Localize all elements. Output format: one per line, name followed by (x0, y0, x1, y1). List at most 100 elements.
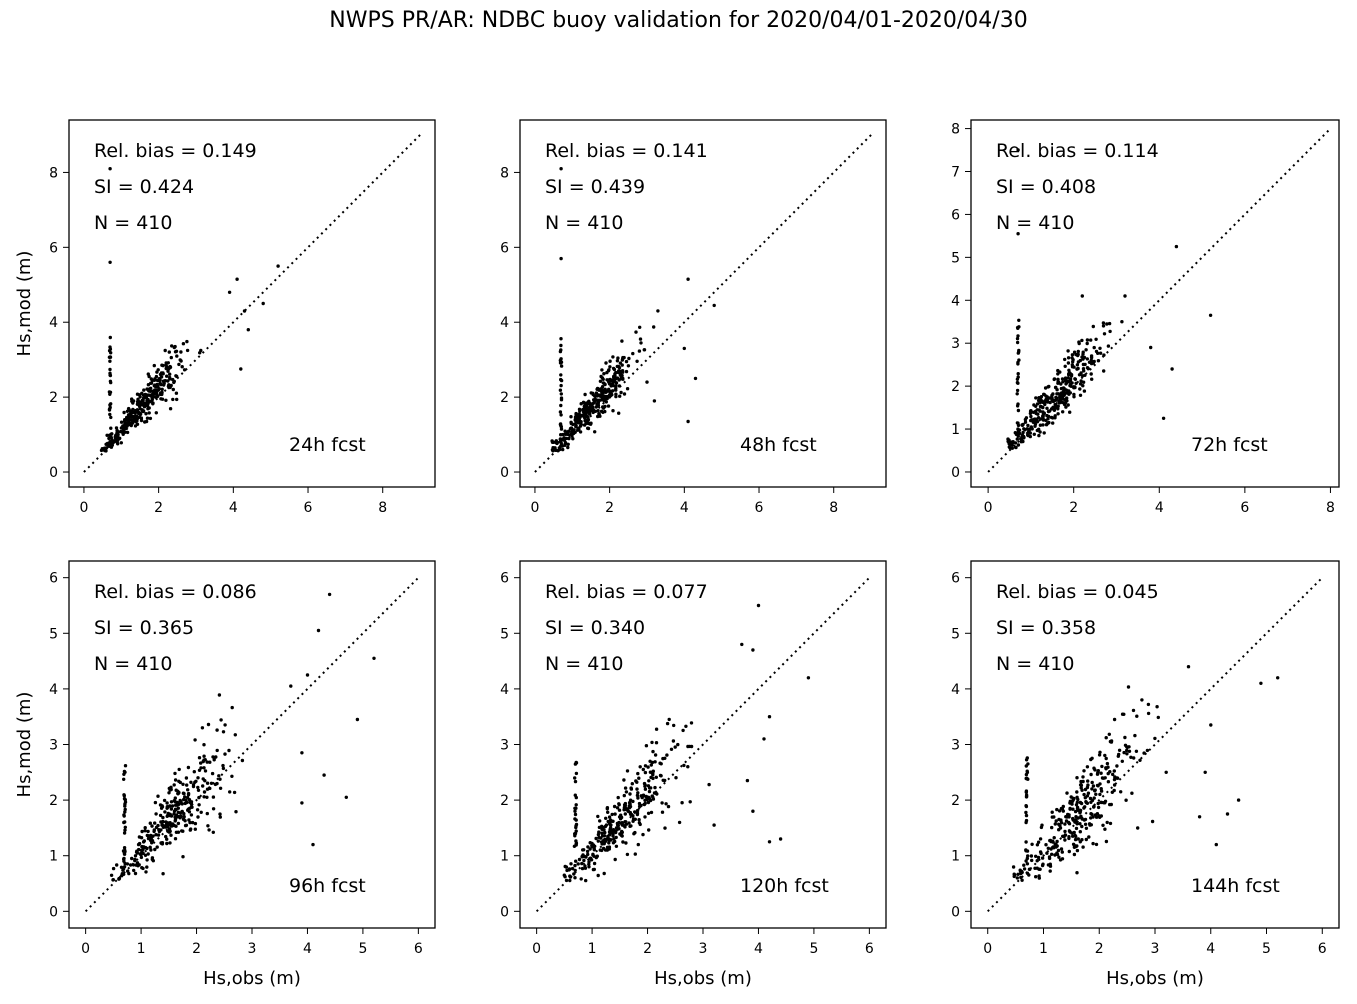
data-point (1017, 350, 1021, 354)
data-point (1098, 750, 1102, 754)
x-tick-label: 5 (1262, 941, 1271, 957)
data-point (1058, 400, 1063, 404)
data-point (221, 766, 226, 771)
data-point (1138, 758, 1142, 762)
data-point (1013, 431, 1017, 435)
si-label: SI = 0.340 (545, 617, 645, 639)
data-point (193, 780, 197, 784)
data-point (643, 783, 647, 787)
data-point (1054, 395, 1058, 400)
data-point (160, 391, 164, 395)
data-point (161, 825, 166, 829)
y-tick-label: 1 (500, 849, 509, 865)
data-point (559, 443, 564, 447)
data-point (172, 345, 176, 350)
data-point (582, 858, 586, 863)
data-point (1064, 378, 1068, 383)
data-point (581, 407, 585, 412)
data-point (564, 865, 569, 869)
data-point (1081, 779, 1085, 784)
data-point (626, 364, 631, 368)
data-point (581, 853, 585, 857)
data-point (1149, 345, 1153, 350)
data-point (1036, 840, 1041, 844)
data-point (1123, 743, 1128, 747)
data-point (1142, 751, 1146, 755)
data-point (617, 827, 621, 831)
y-tick-label: 8 (500, 165, 509, 181)
data-point (108, 403, 112, 407)
data-point (656, 309, 660, 313)
data-point (1064, 398, 1068, 402)
data-point (1019, 875, 1023, 880)
data-point (593, 430, 597, 434)
data-point (122, 865, 127, 869)
data-point (558, 388, 563, 392)
data-point (1056, 381, 1060, 385)
data-point (149, 848, 153, 852)
data-point (171, 387, 175, 392)
data-point (661, 756, 665, 761)
data-point (145, 846, 149, 851)
data-point (613, 857, 617, 862)
data-point (230, 705, 234, 710)
data-point (173, 800, 177, 804)
data-point (652, 325, 656, 329)
data-point (632, 832, 636, 836)
data-point (663, 826, 667, 830)
data-point (1067, 836, 1071, 841)
data-point (1048, 862, 1053, 866)
data-point (1276, 676, 1280, 680)
data-point (181, 342, 186, 346)
data-point (614, 370, 618, 375)
data-point (1077, 341, 1081, 346)
data-point (689, 721, 694, 725)
data-point (602, 372, 606, 376)
data-point (1021, 430, 1025, 435)
data-point (1008, 446, 1012, 450)
data-point (178, 811, 183, 815)
data-point (219, 718, 223, 722)
y-tick-label: 4 (500, 682, 509, 698)
data-point (1048, 400, 1052, 405)
data-point (180, 365, 184, 369)
data-point (1078, 393, 1083, 397)
data-point (1064, 815, 1068, 819)
data-point (1066, 361, 1071, 365)
data-point (148, 845, 152, 849)
data-point (559, 337, 563, 341)
data-point (125, 418, 129, 422)
data-point (1068, 806, 1072, 811)
x-tick-label: 6 (1318, 941, 1327, 957)
data-point (1156, 715, 1161, 720)
data-point (1203, 770, 1207, 774)
data-point (1122, 712, 1126, 716)
data-point (605, 370, 609, 375)
y-tick-label: 3 (49, 738, 58, 754)
data-point (1098, 351, 1103, 355)
data-point (622, 392, 627, 396)
data-point (239, 367, 243, 371)
data-point (680, 801, 684, 805)
data-point (1061, 380, 1065, 384)
data-point (1153, 736, 1157, 741)
data-point (1088, 796, 1093, 801)
data-point (1038, 850, 1043, 854)
data-point (344, 795, 348, 799)
data-point (145, 858, 149, 862)
data-point (173, 818, 178, 822)
data-point (1091, 361, 1095, 365)
data-point (1081, 380, 1086, 384)
data-point (1056, 412, 1060, 416)
data-point (161, 371, 165, 375)
data-point (196, 788, 201, 792)
data-point (603, 830, 607, 835)
data-point (643, 815, 647, 819)
data-point (1067, 849, 1072, 854)
data-point (122, 831, 127, 835)
data-point (1057, 809, 1062, 813)
data-point (624, 369, 629, 374)
y-tick-label: 4 (49, 682, 58, 698)
data-point (108, 433, 112, 437)
data-point (1103, 799, 1108, 803)
